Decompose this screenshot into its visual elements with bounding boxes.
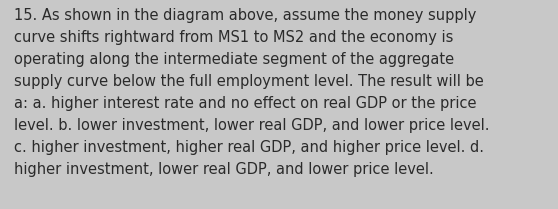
Text: 15. As shown in the diagram above, assume the money supply
curve shifts rightwar: 15. As shown in the diagram above, assum…: [14, 8, 489, 177]
